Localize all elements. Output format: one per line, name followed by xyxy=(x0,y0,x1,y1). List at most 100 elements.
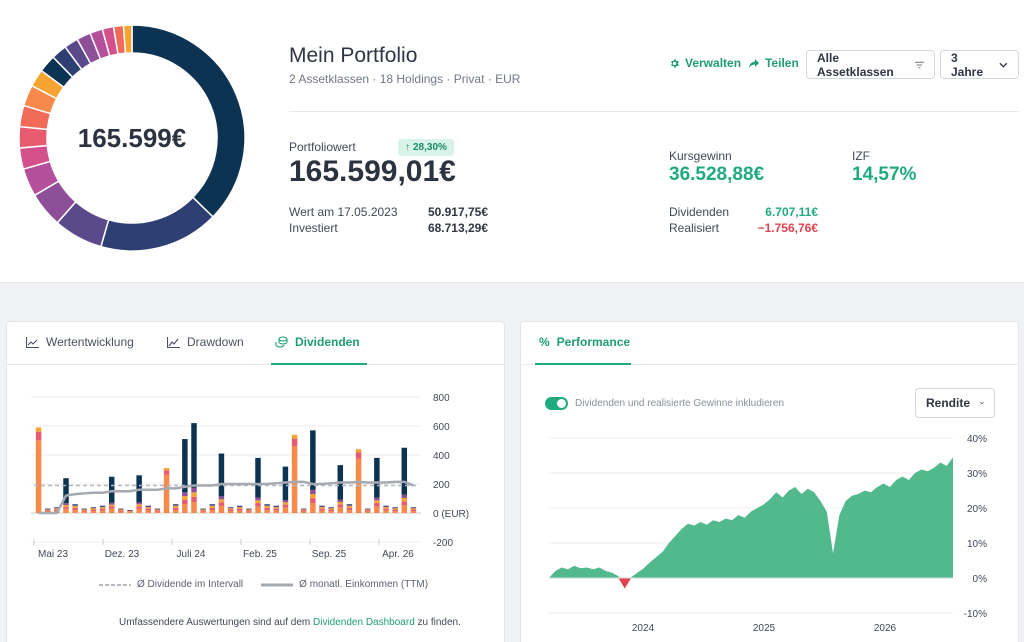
dividend-bar-segment xyxy=(81,508,88,510)
dividend-bar-segment xyxy=(337,504,344,508)
dividends-chart[interactable]: 800 600 400 200 0 (EUR) -200 Mai 23 Dez. 23 Juli… xyxy=(7,385,506,630)
dividend-bar-segment xyxy=(319,505,325,507)
metric-select[interactable]: Rendite xyxy=(915,388,995,418)
dividend-bar-segment xyxy=(401,447,408,495)
dividend-bar-segment xyxy=(108,508,115,513)
dividend-bar-segment xyxy=(227,507,234,509)
dividend-bar-segment xyxy=(218,499,225,503)
dividend-bar-segment xyxy=(264,505,270,507)
metric-label: Rendite xyxy=(926,396,971,410)
share-button[interactable]: Teilen xyxy=(748,56,799,70)
active-tab-indicator xyxy=(271,363,367,365)
dividend-bar-segment xyxy=(319,507,325,509)
dividend-bar-segment xyxy=(81,510,88,512)
dividend-bar-segment xyxy=(209,506,216,508)
dividend-bar-segment xyxy=(236,507,243,509)
x-tick-label: Sep. 25 xyxy=(312,549,347,560)
dividend-bar-segment xyxy=(44,509,51,511)
manage-button[interactable]: Verwalten xyxy=(669,56,741,70)
dividend-bar-segment xyxy=(246,509,252,510)
y-tick-label: -200 xyxy=(433,538,453,549)
filter-icon xyxy=(915,61,924,68)
dividend-bar-segment xyxy=(99,508,106,511)
percent-icon: % xyxy=(539,335,550,349)
dividend-bar-segment xyxy=(337,499,344,502)
left-tab-bar: Wertentwicklung Drawdown Dividenden xyxy=(7,322,504,365)
dividend-bar-segment xyxy=(282,500,289,503)
x-tick-label: Juli 24 xyxy=(177,549,206,560)
dividend-bar-segment xyxy=(136,508,142,513)
dividend-bar-segment xyxy=(282,504,289,508)
tab-label: Drawdown xyxy=(187,335,244,349)
dividend-bar-segment xyxy=(227,508,234,510)
dividend-bar-segment xyxy=(374,503,380,507)
dividend-bar-segment xyxy=(72,504,78,506)
y-tick-label: 40% xyxy=(967,434,987,445)
include-toggle[interactable] xyxy=(545,397,568,410)
x-tick-label: Apr. 26 xyxy=(382,549,414,560)
dividend-bar-segment xyxy=(209,507,216,510)
dividends-value: 6.707,11€ xyxy=(765,205,818,219)
dividend-bar-segment xyxy=(328,507,334,509)
dividend-bar-segment xyxy=(191,496,197,503)
dividend-bar-segment xyxy=(364,511,371,513)
dividend-bar-segment xyxy=(145,507,152,509)
dividend-bar-segment xyxy=(364,509,371,511)
dividends-dashboard-link[interactable]: Dividenden Dashboard xyxy=(313,617,415,628)
dividend-bar-segment xyxy=(154,509,161,510)
dividend-bar-segment xyxy=(145,510,152,513)
dividend-bar-segment xyxy=(246,509,252,511)
dividend-bar-segment xyxy=(364,509,371,510)
assetclass-filter-button[interactable]: Alle Assetklassen xyxy=(806,50,935,79)
dividend-bar-segment xyxy=(401,497,408,502)
dividend-bar-segment xyxy=(191,423,197,488)
y-tick-label: 30% xyxy=(967,469,987,480)
dividend-bar-segment xyxy=(200,509,206,510)
dividend-bar-segment xyxy=(346,507,353,510)
dividend-bar-segment xyxy=(145,508,152,511)
dividend-bar-segment xyxy=(236,510,243,513)
dividend-bar-segment xyxy=(374,497,380,501)
portfolio-value-label: Portfoliowert xyxy=(289,140,356,154)
dividend-bar-segment xyxy=(99,510,106,513)
tab-label: Wertentwicklung xyxy=(46,335,134,349)
dividend-bar-segment xyxy=(118,509,124,510)
tab-wertentwicklung[interactable]: Wertentwicklung xyxy=(26,335,134,349)
donut-center-value: 165.599€ xyxy=(77,123,187,153)
tab-performance[interactable]: % Performance xyxy=(539,335,630,349)
dividend-bar-segment xyxy=(364,510,371,512)
dividend-bar-segment xyxy=(54,507,60,508)
allocation-donut[interactable] xyxy=(18,23,246,253)
dividend-bar-segment xyxy=(63,504,69,507)
dividend-bar-segment xyxy=(209,509,216,513)
range-select[interactable]: 3 Jahre xyxy=(940,50,1019,79)
chart-legend: Ø Dividende im Intervall Ø monatl. Einko… xyxy=(99,579,428,590)
legend-ttm: Ø monatl. Einkommen (TTM) xyxy=(299,579,429,590)
tab-drawdown[interactable]: Drawdown xyxy=(167,335,244,349)
dividend-bar-segment xyxy=(255,457,261,498)
dividend-bar-segment xyxy=(328,510,334,513)
change-badge: ↑ 28,30% xyxy=(398,139,454,156)
dividend-bar-segment xyxy=(127,510,133,512)
dividend-bar-segment xyxy=(99,505,106,507)
dividend-bar-segment xyxy=(410,510,417,513)
tab-dividenden[interactable]: Dividenden xyxy=(275,335,360,349)
dividend-bar-segment xyxy=(99,506,106,508)
dividend-bar-segment xyxy=(264,506,270,508)
x-tick-label: Mai 23 xyxy=(38,549,68,560)
y-tick-label: 600 xyxy=(433,422,450,433)
dividend-bar-segment xyxy=(310,493,316,499)
dividend-bar-segment xyxy=(410,508,417,510)
dividend-bar-segment xyxy=(81,509,88,510)
dividend-bar-segment xyxy=(392,510,398,513)
dividend-bar-segment xyxy=(255,506,261,513)
dividend-bar-segment xyxy=(127,511,133,513)
dividend-bar-segment xyxy=(209,505,216,507)
dividend-bar-segment xyxy=(246,511,252,513)
dividend-bar-segment xyxy=(63,508,69,513)
dividend-bar-segment xyxy=(108,506,115,509)
dividend-bar-segment xyxy=(172,505,179,507)
dividend-bar-segment xyxy=(273,505,280,507)
performance-chart[interactable]: 40% 30% 20% 10% 0% -10% 2024 2025 2026 xyxy=(521,430,1020,642)
dividend-bar-segment xyxy=(410,509,417,511)
